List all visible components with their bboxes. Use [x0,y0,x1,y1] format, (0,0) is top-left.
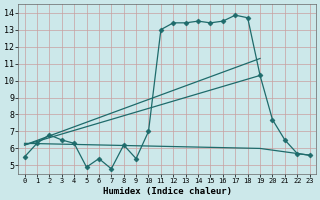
X-axis label: Humidex (Indice chaleur): Humidex (Indice chaleur) [103,187,232,196]
